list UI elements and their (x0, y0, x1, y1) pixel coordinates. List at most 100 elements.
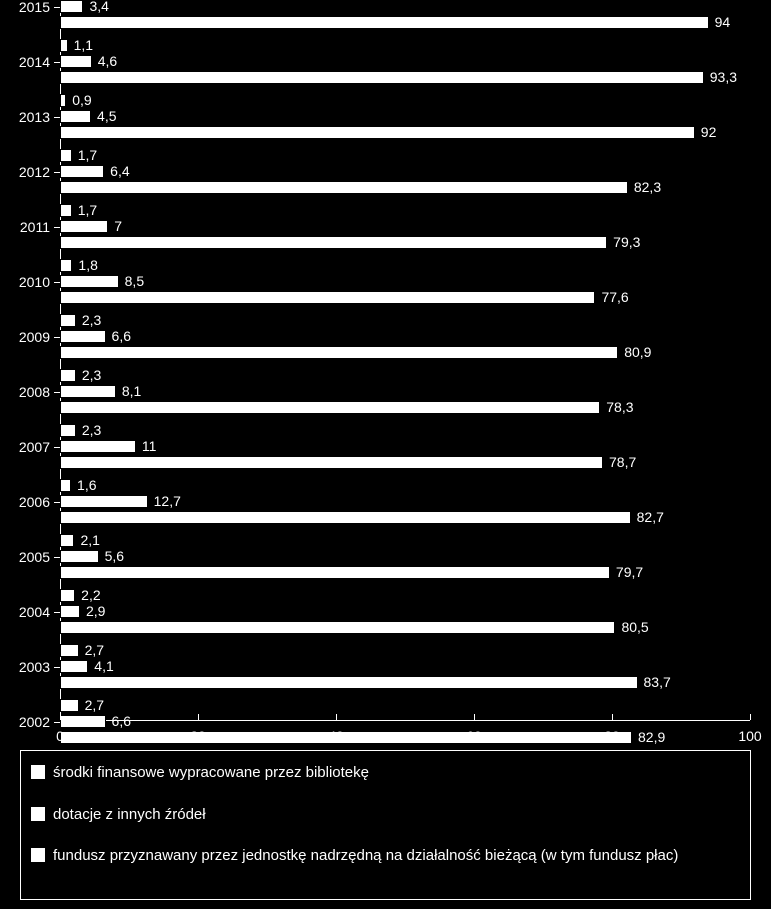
bar-fundusz (60, 71, 704, 84)
year-group-2004: 2,22,980,5 (60, 589, 750, 634)
y-tick (54, 7, 60, 8)
bar-value-label: 1,1 (74, 37, 93, 53)
bar-fundusz (60, 511, 631, 524)
bar-value-label: 11 (142, 438, 157, 454)
bar-dotacje (60, 330, 106, 343)
x-axis-label: 0 (56, 728, 64, 744)
bar-srodki (60, 314, 76, 327)
y-tick (54, 667, 60, 668)
bar-fundusz (60, 291, 595, 304)
y-axis-label: 2015 (0, 0, 50, 15)
bar-fundusz (60, 676, 638, 689)
legend-text: środki finansowe wypracowane przez bibli… (53, 763, 369, 783)
year-group-2008: 2,38,178,3 (60, 369, 750, 414)
bar-fundusz (60, 401, 600, 414)
y-axis-label: 2013 (0, 109, 50, 125)
bar-dotacje (60, 165, 104, 178)
y-tick (54, 117, 60, 118)
bar-fundusz (60, 181, 628, 194)
bar-value-label: 1,6 (77, 477, 96, 493)
y-tick (54, 502, 60, 503)
bar-srodki (60, 534, 74, 547)
x-tick (612, 714, 613, 720)
bar-srodki (60, 424, 76, 437)
y-tick (54, 227, 60, 228)
x-axis-label: 80 (604, 728, 620, 744)
x-tick (336, 714, 337, 720)
year-group-2015: 1,23,494 (60, 0, 750, 29)
bar-value-label: 8,5 (125, 273, 144, 289)
bar-value-label: 2,3 (82, 422, 101, 438)
legend-text: fundusz przyznawany przez jednostkę nadr… (53, 846, 678, 866)
year-group-2012: 1,76,482,3 (60, 149, 750, 194)
y-tick (54, 447, 60, 448)
bar-dotacje (60, 550, 99, 563)
x-axis-label: 20 (190, 728, 206, 744)
bar-value-label: 79,7 (616, 564, 643, 580)
chart-container: 1,23,494 1,1 4,6 93,3 0,9 4,5 92 1,76,482,3 1,77… (0, 0, 771, 909)
legend-marker-icon (31, 765, 45, 779)
y-tick (54, 337, 60, 338)
bar-value-label: 93,3 (710, 69, 737, 85)
y-tick (54, 282, 60, 283)
y-tick (54, 392, 60, 393)
bar-dotacje (60, 220, 108, 233)
year-group-2013: 0,9 4,5 92 (60, 94, 750, 139)
bar-fundusz (60, 236, 607, 249)
year-group-2005: 2,15,679,7 (60, 534, 750, 579)
year-group-2010: 1,8 8,5 77,6 (60, 259, 750, 304)
legend-item-fundusz: fundusz przyznawany przez jednostkę nadr… (31, 846, 740, 866)
bar-fundusz (60, 16, 709, 29)
y-axis-label: 2011 (0, 219, 50, 235)
bar-value-label: 4,5 (97, 108, 116, 124)
bar-value-label: 77,6 (601, 289, 628, 305)
x-axis-label: 40 (328, 728, 344, 744)
y-axis-label: 2010 (0, 274, 50, 290)
bar-fundusz (60, 456, 603, 469)
bar-fundusz (60, 346, 618, 359)
bar-srodki (60, 204, 72, 217)
x-axis: 020406080100 (60, 720, 750, 750)
bar-value-label: 4,1 (94, 658, 113, 674)
bar-value-label: 5,6 (105, 548, 124, 564)
bar-value-label: 80,9 (624, 344, 651, 360)
bar-value-label: 83,7 (644, 674, 671, 690)
y-axis-label: 2005 (0, 549, 50, 565)
bar-dotacje (60, 275, 119, 288)
year-group-2003: 2,74,1 83,7 (60, 644, 750, 689)
legend-item-dotacje: dotacje z innych źródeł (31, 805, 740, 825)
legend-item-srodki: środki finansowe wypracowane przez bibli… (31, 763, 740, 783)
y-tick (54, 557, 60, 558)
bar-value-label: 1,8 (78, 257, 97, 273)
bar-value-label: 0,9 (72, 92, 91, 108)
legend: środki finansowe wypracowane przez bibli… (20, 750, 751, 900)
bar-fundusz (60, 566, 610, 579)
bar-srodki (60, 644, 79, 657)
bar-value-label: 2,7 (85, 642, 104, 658)
year-group-2014: 1,1 4,6 93,3 (60, 39, 750, 84)
bar-srodki (60, 259, 72, 272)
year-group-2011: 1,7779,3 (60, 204, 750, 249)
y-axis-label: 2008 (0, 384, 50, 400)
bar-value-label: 80,5 (621, 619, 648, 635)
y-tick (54, 62, 60, 63)
bar-value-label: 7 (114, 218, 122, 234)
x-axis-label: 60 (466, 728, 482, 744)
bar-value-label: 4,6 (98, 53, 117, 69)
bar-value-label: 92 (701, 124, 717, 140)
bar-srodki (60, 479, 71, 492)
bar-value-label: 2,3 (82, 367, 101, 383)
x-tick (60, 714, 61, 720)
year-group-2009: 2,36,680,9 (60, 314, 750, 359)
bar-srodki (60, 369, 76, 382)
x-tick (750, 714, 751, 720)
bar-value-label: 94 (715, 14, 731, 30)
bar-value-label: 2,7 (85, 697, 104, 713)
y-axis-label: 2014 (0, 54, 50, 70)
y-axis-label: 2007 (0, 439, 50, 455)
bar-dotacje (60, 605, 80, 618)
x-tick (474, 714, 475, 720)
bar-dotacje (60, 385, 116, 398)
year-group-2007: 2,31178,7 (60, 424, 750, 469)
bar-value-label: 8,1 (122, 383, 141, 399)
